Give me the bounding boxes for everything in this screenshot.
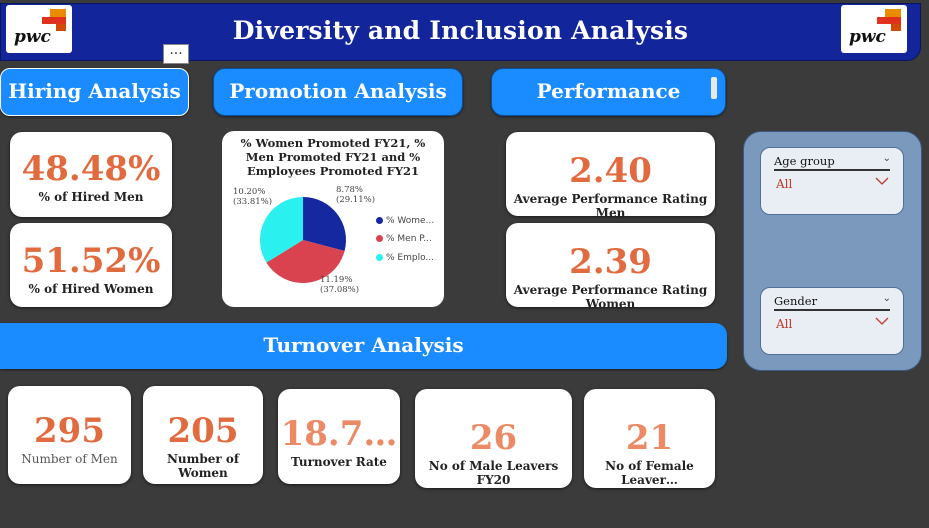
chart-title: % Women Promoted FY21, % Men Promoted FY…	[240, 136, 426, 178]
male-leavers-label: No of Male Leavers FY20	[428, 459, 559, 487]
title-bar: Diversity and Inclusion Analysis	[0, 3, 921, 61]
tab-hiring-analysis[interactable]: Hiring Analysis	[0, 68, 189, 116]
legend-dot-icon	[376, 235, 383, 242]
logo-text: pwc	[14, 27, 51, 47]
kpi-card-number-of-women: 205 Number of Women	[143, 386, 263, 484]
female-leavers-value: 21	[625, 418, 674, 458]
kpi-card-number-of-men: 295 Number of Men	[8, 386, 131, 484]
legend-label: % Wome...	[386, 216, 435, 226]
legend-item-men[interactable]: % Men P...	[376, 234, 432, 244]
hired-men-value: 48.48%	[21, 149, 161, 189]
perf-women-label: Average Performance Rating Women	[513, 283, 708, 311]
legend-dot-icon	[376, 254, 383, 261]
legend-label: % Men P...	[386, 234, 432, 244]
slice-label-women-pct: (29.11%)	[336, 195, 376, 205]
slicer-title: Age group	[774, 154, 890, 171]
tab-performance[interactable]: Performance	[491, 68, 726, 116]
legend-item-women[interactable]: % Wome...	[376, 216, 434, 226]
turnover-rate-value: 18.7…	[280, 414, 398, 454]
kpi-card-perf-men: 2.40 Average Performance Rating Men	[506, 132, 715, 220]
slicer-age-group[interactable]: Age group ⌄ All	[760, 147, 904, 215]
number-of-women-label: Number of Women	[166, 452, 240, 480]
dropdown-chevron-icon[interactable]	[875, 176, 889, 186]
number-of-men-value: 295	[34, 411, 105, 451]
legend-item-employees[interactable]: % Emplo...	[376, 253, 434, 263]
hired-men-label: % of Hired Men	[38, 190, 144, 204]
perf-women-value: 2.39	[569, 242, 652, 282]
slice-label-employees: 10.20% (33.81%)	[233, 187, 272, 207]
kpi-card-perf-women: 2.39 Average Performance Rating Women	[506, 223, 715, 311]
pwc-logo-left: pwc	[6, 5, 72, 53]
kpi-card-female-leavers: 21 No of Female Leaver…	[584, 389, 715, 488]
legend-dot-icon	[376, 217, 383, 224]
slicer-gender[interactable]: Gender ⌄ All	[760, 287, 904, 355]
perf-men-label: Average Performance Rating Men	[513, 192, 708, 220]
page-title: Diversity and Inclusion Analysis	[232, 16, 689, 45]
perf-men-value: 2.40	[569, 151, 652, 191]
slice-label-men-pct: (37.08%)	[320, 285, 360, 295]
more-options-button[interactable]: ...	[163, 43, 189, 64]
number-of-men-label: Number of Men	[21, 452, 118, 466]
number-of-women-value: 205	[167, 411, 239, 451]
hired-women-label: % of Hired Women	[28, 282, 154, 296]
kpi-card-hired-women: 51.52% % of Hired Women	[10, 223, 172, 307]
tab-promotion-analysis[interactable]: Promotion Analysis	[213, 68, 463, 116]
pwc-mark-icon	[42, 9, 66, 31]
male-leavers-value: 26	[469, 418, 518, 458]
slice-label-employees-value: 10.20%	[233, 187, 266, 197]
pwc-mark-icon	[877, 9, 901, 31]
slice-label-men-value: 11.19%	[320, 275, 353, 285]
pwc-logo-right: pwc	[841, 5, 907, 53]
slicer-title: Gender	[774, 294, 890, 311]
turnover-section-header[interactable]: Turnover Analysis	[0, 323, 727, 369]
slicer-value[interactable]: All	[776, 317, 793, 331]
slice-label-men: 11.19% (37.08%)	[320, 275, 359, 295]
tab-scrollbar[interactable]	[711, 77, 717, 99]
dropdown-chevron-icon[interactable]	[875, 316, 889, 326]
kpi-card-turnover-rate: 18.7… Turnover Rate	[278, 389, 400, 484]
filter-panel: Age group ⌄ All Gender ⌄ All	[743, 131, 922, 371]
slice-label-women: 8.78% (29.11%)	[336, 185, 375, 205]
slice-label-employees-pct: (33.81%)	[233, 197, 273, 207]
kpi-card-hired-men: 48.48% % of Hired Men	[10, 132, 172, 217]
chevron-down-icon[interactable]: ⌄	[882, 293, 891, 304]
slicer-value[interactable]: All	[776, 177, 793, 191]
logo-text: pwc	[849, 27, 886, 47]
chevron-down-icon[interactable]: ⌄	[882, 153, 891, 164]
kpi-card-male-leavers: 26 No of Male Leavers FY20	[415, 389, 572, 488]
slice-label-women-value: 8.78%	[336, 185, 364, 195]
legend-label: % Emplo...	[386, 253, 435, 263]
hired-women-value: 51.52%	[21, 241, 161, 281]
tab-performance-label: Performance	[536, 79, 681, 103]
turnover-rate-label: Turnover Rate	[291, 455, 387, 469]
female-leavers-label: No of Female Leaver…	[605, 459, 694, 487]
